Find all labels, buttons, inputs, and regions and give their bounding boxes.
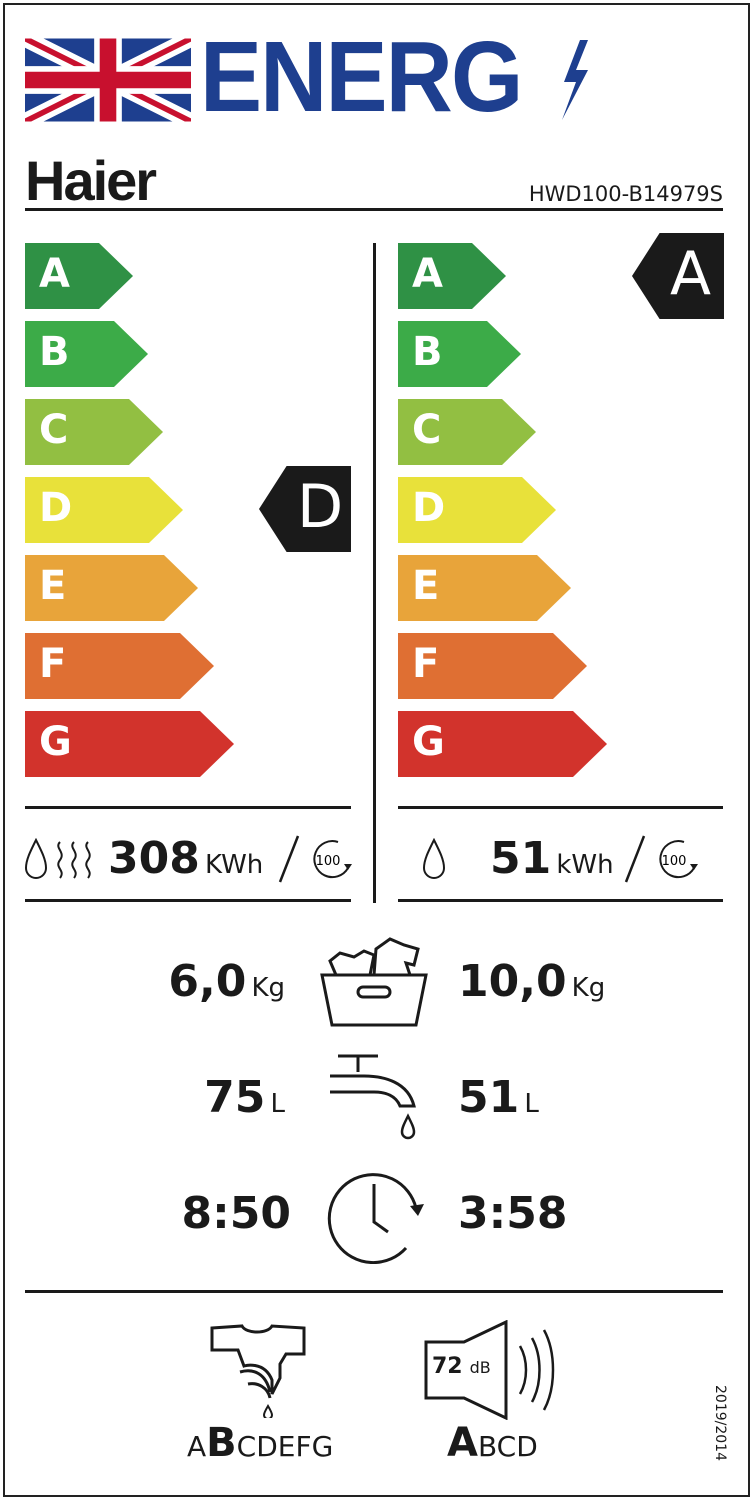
class-letter: D <box>297 472 344 542</box>
cycles-label: 100 <box>316 854 341 869</box>
uk-flag-icon <box>25 38 191 122</box>
label-frame <box>3 3 750 1497</box>
duration-washdry: 8:50 <box>181 1188 291 1239</box>
lightning-bolt-icon <box>562 40 588 120</box>
class-letter: B <box>412 329 443 375</box>
wash-dry-icon <box>24 838 91 879</box>
water-washdry: 75 <box>204 1072 266 1123</box>
cycles-label: 100 <box>662 854 687 869</box>
duration-wash: 3:58 <box>458 1188 568 1239</box>
divider <box>398 899 723 902</box>
energy-class-bar-g: G <box>25 711 234 777</box>
class-letter: B <box>39 329 70 375</box>
spin-scale-rest: CDEFG <box>236 1430 334 1463</box>
water-wash: 51 <box>458 1072 520 1123</box>
noise-speaker-icon <box>424 1320 555 1420</box>
class-letter: E <box>39 563 67 609</box>
class-letter: G <box>412 719 445 765</box>
capacity-washdry: 6,0 <box>168 956 247 1007</box>
energy-class-bar-d: D <box>25 477 183 543</box>
wash-icon <box>422 838 446 879</box>
divider <box>25 208 723 211</box>
class-letter: D <box>412 485 446 531</box>
energy-class-bar-c: C <box>25 399 163 465</box>
class-letter: A <box>39 251 70 297</box>
energy-unit: kWh <box>556 850 614 880</box>
class-letter: C <box>39 407 69 453</box>
energy-class-bar-c: C <box>398 399 536 465</box>
class-letter: G <box>39 719 72 765</box>
noise-unit: dB <box>469 1358 491 1377</box>
divider <box>25 806 351 809</box>
laundry-basket-icon <box>320 937 428 1027</box>
clock-icon <box>327 1173 424 1264</box>
spin-drying-icon <box>210 1324 306 1418</box>
column-divider <box>373 243 376 903</box>
energy-class-bar-f: F <box>25 633 214 699</box>
energy-class-bar-d: D <box>398 477 556 543</box>
class-letter: D <box>39 485 73 531</box>
energy-class-bar-f: F <box>398 633 587 699</box>
energy-class-bar-g: G <box>398 711 607 777</box>
unit: L <box>524 1089 539 1119</box>
water-tap-icon <box>330 1054 416 1140</box>
capacity-wash: 10,0 <box>458 956 567 1007</box>
energy-unit: KWh <box>204 850 264 880</box>
divider <box>25 899 351 902</box>
energy-class-bar-e: E <box>25 555 198 621</box>
brand-logo: Haier <box>25 149 157 212</box>
spin-scale-a: A <box>187 1430 207 1463</box>
unit: Kg <box>571 973 606 1003</box>
noise-scale-rest: BCD <box>477 1430 538 1463</box>
energy-value-washdry: 308 <box>108 833 200 884</box>
energy-class-bar-e: E <box>398 555 571 621</box>
noise-value: 72 <box>432 1354 463 1379</box>
class-letter: C <box>412 407 442 453</box>
class-letter: A <box>412 251 443 297</box>
regulation-number: 2019/2014 <box>712 1385 728 1461</box>
model-number: HWD100-B14979S <box>528 182 723 206</box>
energy-title: ENERG <box>200 21 523 133</box>
energy-value-wash: 51 <box>490 833 552 884</box>
class-letter: F <box>39 641 67 687</box>
class-letter: E <box>412 563 440 609</box>
spin-class: B <box>206 1420 237 1466</box>
unit: Kg <box>251 973 285 1003</box>
per-100-cycles-icon: 100 <box>278 835 352 883</box>
divider <box>25 1290 723 1293</box>
class-letter: A <box>670 239 712 309</box>
noise-class: A <box>447 1420 478 1466</box>
divider <box>398 806 723 809</box>
unit: L <box>270 1089 286 1119</box>
per-100-cycles-icon: 100 <box>624 835 698 883</box>
class-letter: F <box>412 641 440 687</box>
